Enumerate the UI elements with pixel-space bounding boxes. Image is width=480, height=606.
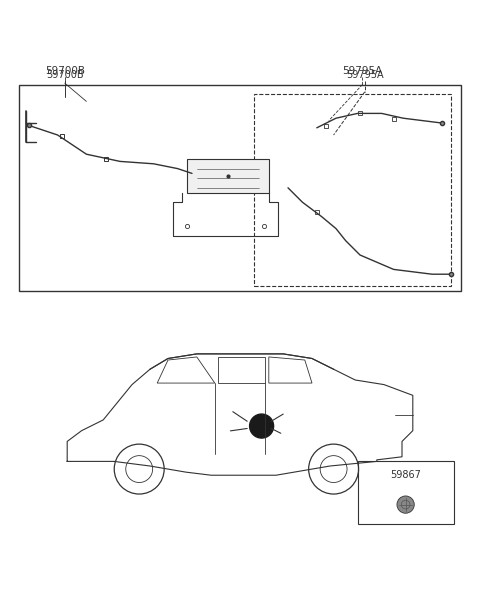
Text: 59795A: 59795A [342,67,383,76]
Bar [254,94,451,286]
Circle shape [250,414,274,438]
Text: 59795A: 59795A [346,70,384,80]
Bar [358,461,454,524]
Text: 59867: 59867 [390,470,421,480]
Bar [19,85,461,291]
Circle shape [397,496,414,513]
Text: 59700B: 59700B [45,67,85,76]
Text: 59700B: 59700B [46,70,84,80]
Bar [187,159,269,193]
